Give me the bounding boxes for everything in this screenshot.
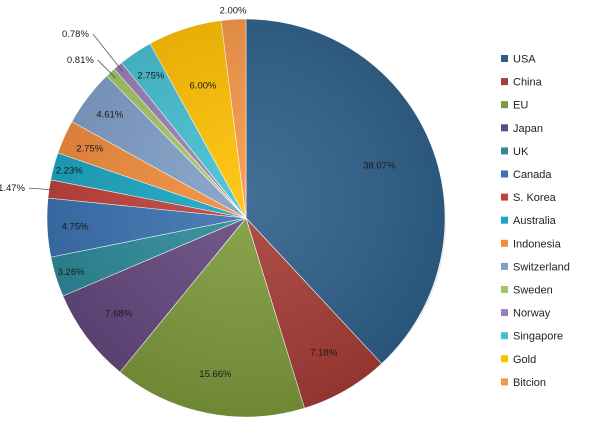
slice-value-label-canada: 4.75% <box>62 221 89 232</box>
legend: USA China EU Japan UK Canada S. Korea Australia… <box>501 54 570 389</box>
legend-swatch-japan <box>501 124 508 132</box>
legend-swatch-s-korea <box>501 193 508 201</box>
slice-value-label-japan: 7.68% <box>105 309 132 320</box>
legend-swatch-norway <box>501 309 508 317</box>
legend-label-norway: Norway <box>513 308 551 320</box>
legend-swatch-bitcion <box>501 378 508 386</box>
legend-label-switzerland: Switzerland <box>513 261 570 273</box>
slice-value-label-gold: 6.00% <box>190 81 217 92</box>
legend-label-usa: USA <box>513 54 536 66</box>
legend-label-indonesia: Indonesia <box>513 238 562 250</box>
legend-label-china: China <box>513 77 543 89</box>
legend-label-uk: UK <box>513 146 529 158</box>
legend-label-sweden: Sweden <box>513 285 553 297</box>
legend-label-gold: Gold <box>513 354 536 366</box>
legend-swatch-china <box>501 78 508 86</box>
slice-value-label-bitcion: 2.00% <box>220 5 247 16</box>
legend-swatch-switzerland <box>501 262 508 270</box>
slice-value-label-s-korea: 1.47% <box>0 183 26 194</box>
legend-swatch-usa <box>501 55 508 62</box>
legend-label-japan: Japan <box>513 123 543 135</box>
slice-value-label-china: 7.18% <box>310 347 337 358</box>
leader-line-s-korea <box>28 187 58 191</box>
slice-labels: 38.07% 7.18% 15.66% 7.68% 3.26% 4.75% 1.47% 2.2… <box>0 5 396 380</box>
legend-label-australia: Australia <box>513 215 557 227</box>
slice-value-label-eu: 15.66% <box>199 369 232 380</box>
slice-value-label-usa: 38.07% <box>363 161 396 172</box>
legend-label-s-korea: S. Korea <box>513 192 557 204</box>
legend-swatch-sweden <box>501 286 508 293</box>
legend-swatch-indonesia <box>501 239 508 247</box>
legend-swatch-canada <box>501 170 508 178</box>
leader-lines <box>28 33 124 191</box>
pie-slices <box>46 18 446 418</box>
legend-swatch-gold <box>501 355 508 363</box>
slice-value-label-switzerland: 4.61% <box>96 109 123 120</box>
legend-swatch-eu <box>501 101 508 109</box>
legend-label-canada: Canada <box>513 169 552 181</box>
legend-label-singapore: Singapore <box>513 331 563 343</box>
slice-value-label-australia: 2.23% <box>56 165 83 176</box>
legend-swatch-uk <box>501 147 508 155</box>
slice-value-label-uk: 3.26% <box>58 267 85 278</box>
slice-value-label-indonesia: 2.75% <box>76 143 103 154</box>
slice-value-label-sweden: 0.81% <box>67 55 94 66</box>
slice-value-label-singapore: 2.75% <box>137 71 164 82</box>
leader-line-norway <box>92 33 124 73</box>
legend-swatch-australia <box>501 216 508 224</box>
legend-label-bitcion: Bitcion <box>513 377 546 389</box>
slice-value-label-norway: 0.78% <box>62 29 89 40</box>
legend-label-eu: EU <box>513 100 528 112</box>
leader-line-sweden <box>97 59 117 79</box>
legend-swatch-singapore <box>501 332 508 340</box>
